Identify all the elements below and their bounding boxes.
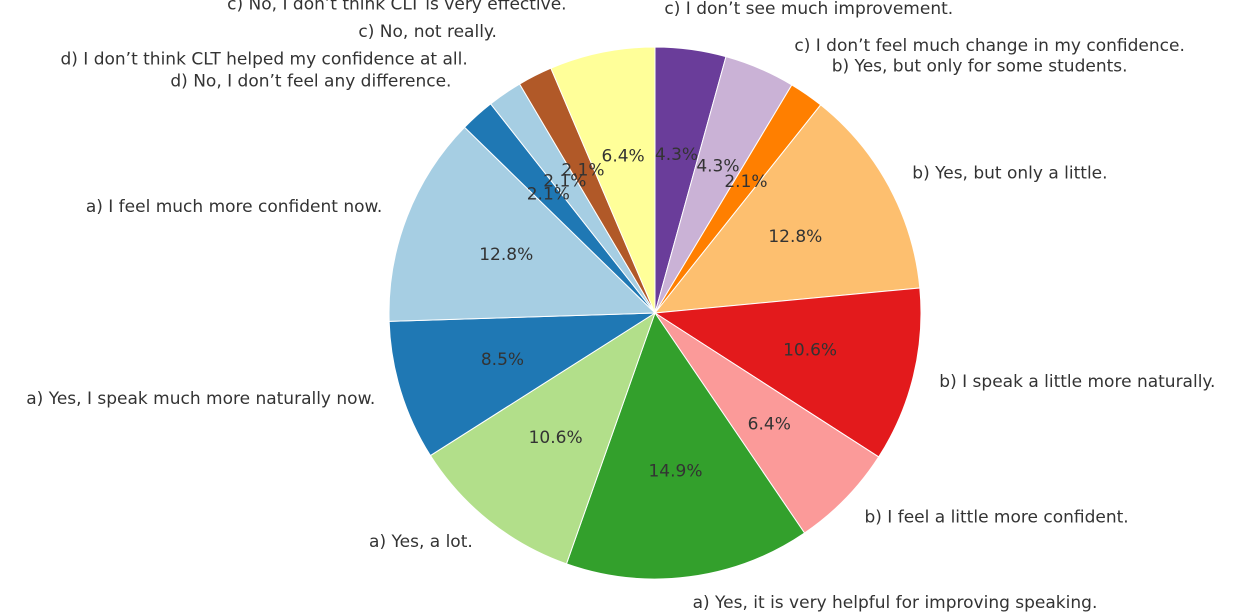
slice-percent-label-1: 4.3%	[655, 145, 698, 165]
slice-category-label-12: d) I don’t think CLT helped my confidenc…	[60, 50, 467, 70]
slice-category-label-14: c) No, I don’t think CLT is very effecti…	[227, 0, 566, 14]
slice-category-label-1: c) I don’t see much improvement.	[664, 0, 953, 19]
pie-slice-5	[653, 287, 922, 458]
slice-percent-label-5: 10.6%	[783, 341, 837, 361]
slice-percent-label-7: 14.9%	[648, 461, 702, 481]
slice-percent-label-2: 4.3%	[696, 156, 739, 176]
slice-percent-label-8: 10.6%	[529, 428, 583, 448]
slice-category-label-4: b) Yes, but only a little.	[912, 164, 1107, 184]
slice-percent-label-14: 6.4%	[602, 147, 645, 167]
pie-slice-10	[388, 126, 657, 322]
pie-slice-14	[550, 46, 656, 314]
slice-category-label-2: c) I don’t feel much change in my confid…	[794, 36, 1185, 56]
percent-labels-layer: 4.3%4.3%2.1%12.8%10.6%6.4%14.9%10.6%8.5%…	[479, 145, 837, 481]
slice-percent-label-13: 2.1%	[561, 161, 604, 181]
slice-percent-label-9: 8.5%	[481, 350, 524, 370]
slices-layer	[388, 46, 922, 580]
pie-slice-9	[388, 312, 657, 457]
slice-category-label-7: a) Yes, it is very helpful for improving…	[693, 593, 1098, 613]
slice-category-label-11: d) No, I don’t feel any difference.	[170, 71, 451, 91]
slice-percent-label-12: 2.1%	[543, 171, 586, 191]
slice-percent-label-4: 12.8%	[768, 227, 822, 247]
pie-slice-7	[565, 311, 806, 580]
slice-category-label-3: b) Yes, but only for some students.	[832, 57, 1128, 77]
pie-slice-8	[429, 311, 656, 565]
slice-category-label-6: b) I feel a little more confident.	[864, 507, 1128, 527]
slice-category-label-5: b) I speak a little more naturally.	[939, 372, 1215, 392]
slice-category-label-13: c) No, not really.	[358, 22, 497, 42]
slice-percent-label-10: 12.8%	[479, 245, 533, 265]
slice-percent-label-6: 6.4%	[748, 414, 791, 434]
slice-category-label-8: a) Yes, a lot.	[369, 532, 473, 552]
slice-percent-label-11: 2.1%	[527, 184, 570, 204]
slice-percent-label-3: 2.1%	[724, 172, 767, 192]
pie-slice-4	[653, 104, 921, 314]
slice-labels-layer: c) I don’t see much improvement. c) I don…	[26, 0, 1215, 613]
slice-category-label-10: a) I feel much more confident now.	[86, 197, 382, 217]
slice-category-label-9: a) Yes, I speak much more naturally now.	[26, 389, 375, 409]
